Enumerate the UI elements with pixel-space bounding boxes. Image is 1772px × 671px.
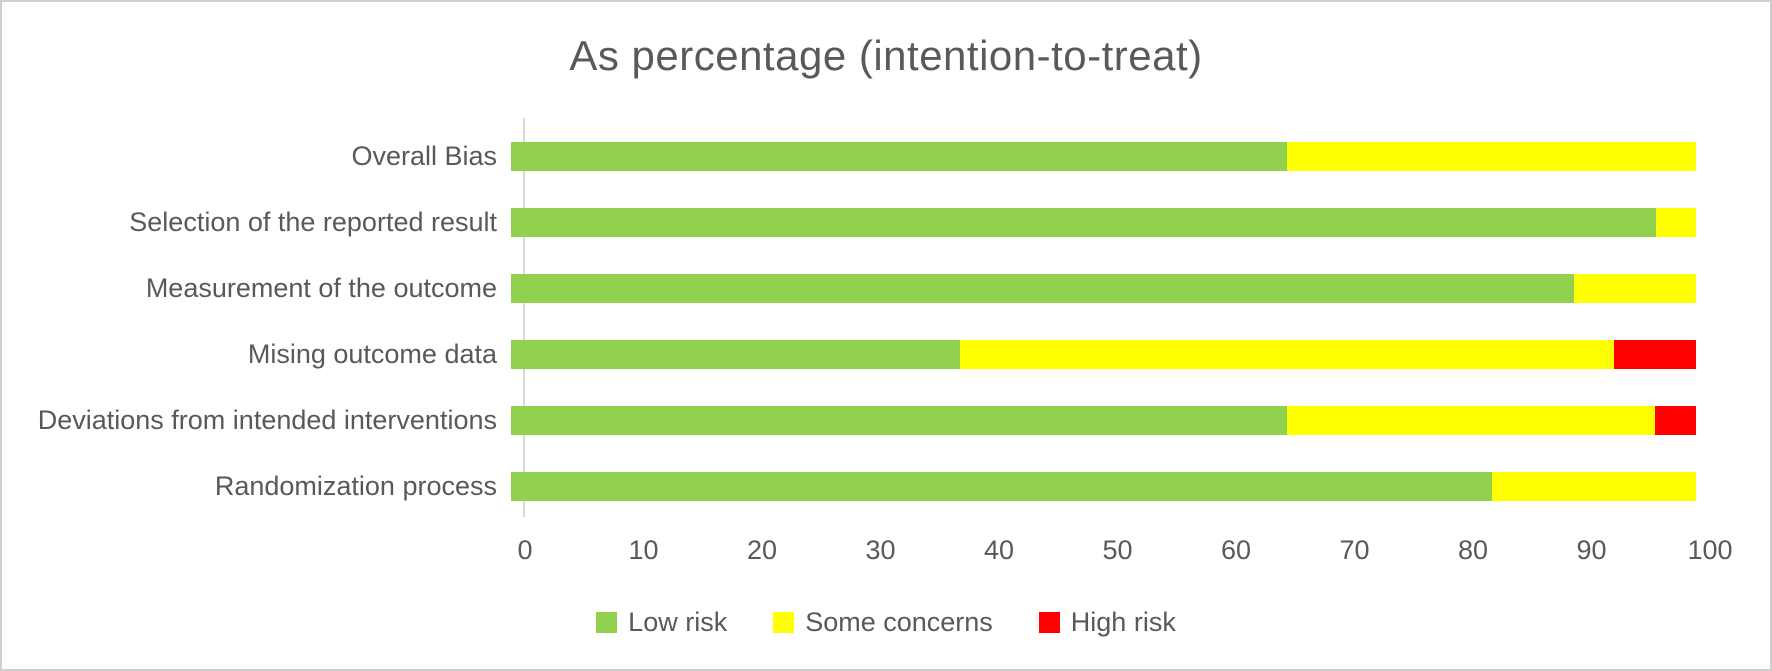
- bar-segment-high-risk: [1654, 405, 1696, 435]
- bar-segment-low-risk: [511, 207, 1656, 237]
- legend-swatch-high-risk-icon: [1038, 612, 1060, 633]
- category-label: Randomization process: [214, 470, 497, 501]
- bar-segment-some-concerns: [1287, 141, 1696, 171]
- bar-row: Randomization process: [2, 453, 1710, 519]
- legend-swatch-low-risk-icon: [596, 612, 618, 633]
- bar-segment-low-risk: [511, 405, 1288, 435]
- category-label: Selection of the reported result: [129, 206, 497, 237]
- bar-track: [511, 273, 1696, 303]
- x-tick-label: 0: [517, 535, 533, 565]
- x-tick-label: 70: [1339, 535, 1370, 565]
- chart-title: As percentage (intention-to-treat): [569, 32, 1203, 79]
- bar-row: Deviations from intended interventions: [2, 387, 1710, 453]
- bar-segment-some-concerns: [960, 339, 1615, 369]
- bar-segment-some-concerns: [1287, 405, 1655, 435]
- bar-segment-low-risk: [511, 273, 1574, 303]
- x-tick-label: 30: [865, 535, 896, 565]
- bar-track: [511, 471, 1696, 501]
- bar-track: [511, 405, 1696, 435]
- category-label: Measurement of the outcome: [145, 272, 497, 303]
- x-tick-label: 20: [746, 535, 778, 565]
- plot-area: Overall Bias Selection of the reported re…: [2, 123, 1710, 519]
- category-label: Mising outcome data: [247, 338, 497, 369]
- category-label: Deviations from intended interventions: [37, 404, 497, 435]
- legend-item-high-risk: High risk: [1038, 607, 1176, 638]
- y-axis-line: [523, 118, 525, 517]
- x-axis: 0 10 20 30 40 50 60 70 80 90 100: [517, 535, 1732, 569]
- legend: Low risk Some concerns High risk: [2, 607, 1770, 638]
- bar-track: [511, 339, 1696, 369]
- bar-track: [511, 207, 1696, 237]
- x-tick-label: 90: [1576, 535, 1607, 565]
- legend-swatch-some-concerns-icon: [773, 612, 795, 633]
- x-tick-label: 50: [1102, 535, 1133, 565]
- bar-segment-low-risk: [511, 339, 961, 369]
- legend-label: High risk: [1070, 607, 1176, 637]
- bar-row: Mising outcome data: [2, 321, 1710, 387]
- x-tick-label: 100: [1687, 535, 1733, 565]
- x-tick-label: 60: [1220, 535, 1252, 565]
- legend-item-some-concerns: Some concerns: [773, 607, 993, 638]
- bar-segment-low-risk: [511, 141, 1288, 171]
- legend-item-low-risk: Low risk: [596, 607, 727, 638]
- bar-segment-some-concerns: [1492, 471, 1696, 501]
- x-tick-label: 80: [1457, 535, 1489, 565]
- bar-segment-low-risk: [511, 471, 1493, 501]
- bar-row: Selection of the reported result: [2, 189, 1710, 255]
- legend-label: Low risk: [628, 607, 728, 637]
- category-label: Overall Bias: [351, 140, 497, 171]
- bar-segment-some-concerns: [1655, 207, 1696, 237]
- bar-segment-some-concerns: [1573, 273, 1696, 303]
- bar-segment-high-risk: [1614, 339, 1696, 369]
- bar-row: Measurement of the outcome: [2, 255, 1710, 321]
- x-tick-label: 10: [628, 535, 659, 565]
- bar-track: [511, 141, 1696, 171]
- x-tick-label: 40: [983, 535, 1015, 565]
- bar-row: Overall Bias: [2, 123, 1710, 189]
- legend-label: Some concerns: [805, 607, 993, 637]
